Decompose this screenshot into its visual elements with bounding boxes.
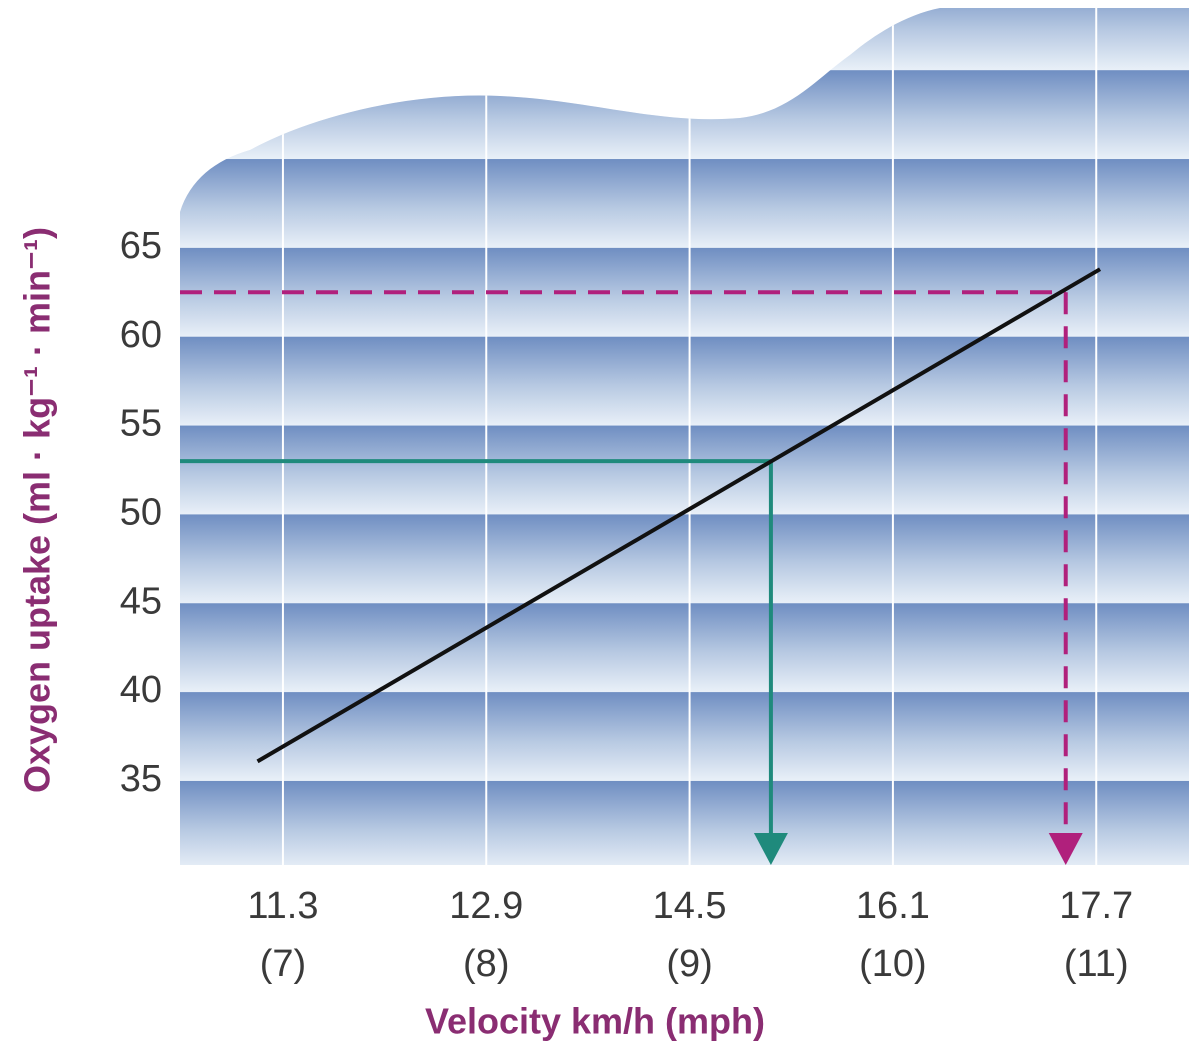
x-tick-sublabel: (8)	[463, 943, 509, 985]
background-band	[180, 603, 1189, 693]
y-tick-label: 60	[120, 314, 162, 356]
x-tick-label: 11.3	[247, 885, 318, 927]
y-tick-label: 50	[120, 491, 162, 533]
y-tick-label: 55	[120, 403, 162, 445]
reference-arrowhead	[1048, 833, 1083, 865]
background-band	[180, 425, 1189, 515]
x-tick-sublabel: (11)	[1064, 943, 1129, 985]
y-tick-label: 65	[120, 225, 162, 267]
background-band	[180, 8, 1189, 71]
background-band	[180, 780, 1189, 865]
y-tick-label: 45	[120, 580, 162, 622]
background-band	[180, 336, 1189, 426]
y-axis-label: Oxygen uptake (ml · kg⁻¹ · min⁻¹)	[17, 227, 58, 793]
x-tick-sublabel: (7)	[260, 943, 306, 985]
reference-arrowhead	[753, 833, 788, 865]
y-tick-label: 35	[120, 758, 162, 800]
background-band	[180, 247, 1189, 337]
background-band	[180, 514, 1189, 604]
plot-area	[180, 8, 1189, 865]
x-tick-label: 16.1	[856, 885, 930, 927]
background-band	[180, 692, 1189, 781]
x-tick-label: 14.5	[653, 885, 727, 927]
background-band	[180, 159, 1189, 248]
x-tick-sublabel: (9)	[666, 943, 712, 985]
x-tick-sublabel: (10)	[859, 943, 927, 985]
x-tick-label: 12.9	[449, 885, 523, 927]
y-tick-label: 40	[120, 669, 162, 711]
background-band	[180, 70, 1189, 160]
x-axis-label: Velocity km/h (mph)	[425, 1001, 765, 1042]
x-tick-label: 17.7	[1059, 885, 1133, 927]
marks	[180, 267, 1102, 865]
data-line	[256, 267, 1102, 764]
